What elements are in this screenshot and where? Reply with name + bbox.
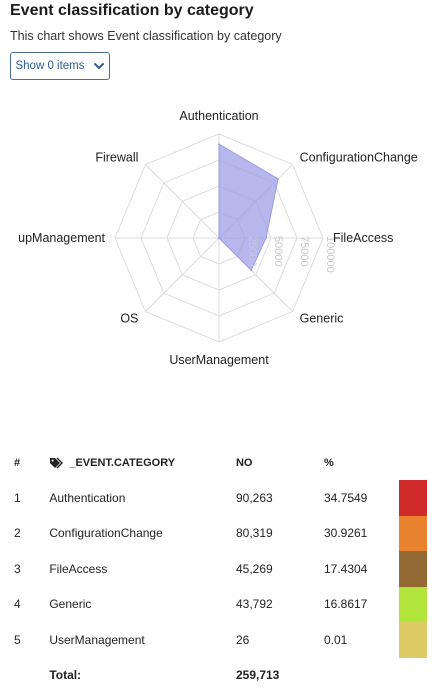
row-index: 3 (10, 551, 49, 587)
row-no: 45,269 (236, 551, 324, 587)
radar-category-label: OS (120, 312, 138, 326)
row-no: 90,263 (236, 480, 324, 516)
page-title: Event classification by category (10, 2, 254, 20)
color-swatch (399, 622, 427, 658)
row-category: ConfigurationChange (49, 516, 236, 552)
total-value: 259,713 (236, 658, 324, 693)
header-category[interactable]: _EVENT.CATEGORY (49, 446, 236, 480)
radial-tick-label: 25000 (246, 236, 258, 267)
row-category: UserManagement (49, 622, 236, 658)
radar-point (250, 269, 252, 271)
total-index (10, 658, 49, 693)
total-row: Total: 259,713 (10, 658, 434, 693)
header-swatch (399, 446, 434, 480)
radar-point (277, 178, 279, 180)
row-index: 5 (10, 622, 49, 658)
row-category: Generic (49, 587, 236, 623)
tag-icon (49, 457, 63, 469)
total-pct (324, 658, 399, 693)
radar-category-label: Authentication (179, 109, 258, 123)
radar-category-label: upManagement (18, 231, 105, 245)
row-pct: 17.4304 (324, 551, 399, 587)
total-swatch (399, 658, 434, 693)
show-items-button[interactable]: Show 0 items (10, 52, 110, 80)
table-row[interactable]: 4 Generic 43,792 16.8617 (10, 587, 434, 623)
row-no: 43,792 (236, 587, 324, 623)
header-index: # (10, 446, 49, 480)
radar-point (218, 237, 220, 239)
table-row[interactable]: 5 UserManagement 26 0.01 (10, 622, 434, 658)
color-swatch (399, 587, 427, 623)
legend-header-row: # _EVENT.CATEGORY NO % (10, 446, 434, 480)
row-pct: 34.7549 (324, 480, 399, 516)
radar-category-label: Firewall (95, 150, 138, 164)
table-row[interactable]: 1 Authentication 90,263 34.7549 (10, 480, 434, 516)
row-swatch-cell (399, 480, 434, 516)
radar-point (265, 237, 267, 239)
row-swatch-cell (399, 551, 434, 587)
row-pct: 30.9261 (324, 516, 399, 552)
row-index: 4 (10, 587, 49, 623)
row-index: 2 (10, 516, 49, 552)
row-no: 80,319 (236, 516, 324, 552)
row-category: Authentication (49, 480, 236, 516)
radar-point (218, 143, 220, 145)
radar-category-label: Generic (300, 312, 344, 326)
radar-category-label: ConfigurationChange (300, 150, 418, 164)
chevron-down-icon (93, 60, 105, 72)
color-swatch (399, 480, 427, 516)
radar-category-label: FileAccess (333, 231, 393, 245)
radar-category-label: UserManagement (169, 353, 269, 367)
header-no[interactable]: NO (236, 446, 324, 480)
row-swatch-cell (399, 622, 434, 658)
radial-tick-label: 50000 (272, 236, 284, 267)
row-pct: 16.8617 (324, 587, 399, 623)
legend-table: # _EVENT.CATEGORY NO % 1 (10, 446, 434, 693)
table-row[interactable]: 2 ConfigurationChange 80,319 30.9261 (10, 516, 434, 552)
header-category-label: _EVENT.CATEGORY (69, 457, 175, 469)
radial-tick-label: 75000 (298, 236, 310, 267)
table-row[interactable]: 3 FileAccess 45,269 17.4304 (10, 551, 434, 587)
row-no: 26 (236, 622, 324, 658)
color-swatch (399, 516, 427, 552)
page-subtitle: This chart shows Event classification by… (10, 29, 282, 43)
row-index: 1 (10, 480, 49, 516)
color-swatch (399, 551, 427, 587)
header-pct[interactable]: % (324, 446, 399, 480)
show-items-label: Show 0 items (15, 60, 84, 72)
row-swatch-cell (399, 516, 434, 552)
total-label: Total: (49, 658, 236, 693)
row-category: FileAccess (49, 551, 236, 587)
row-pct: 0.01 (324, 622, 399, 658)
row-swatch-cell (399, 587, 434, 623)
